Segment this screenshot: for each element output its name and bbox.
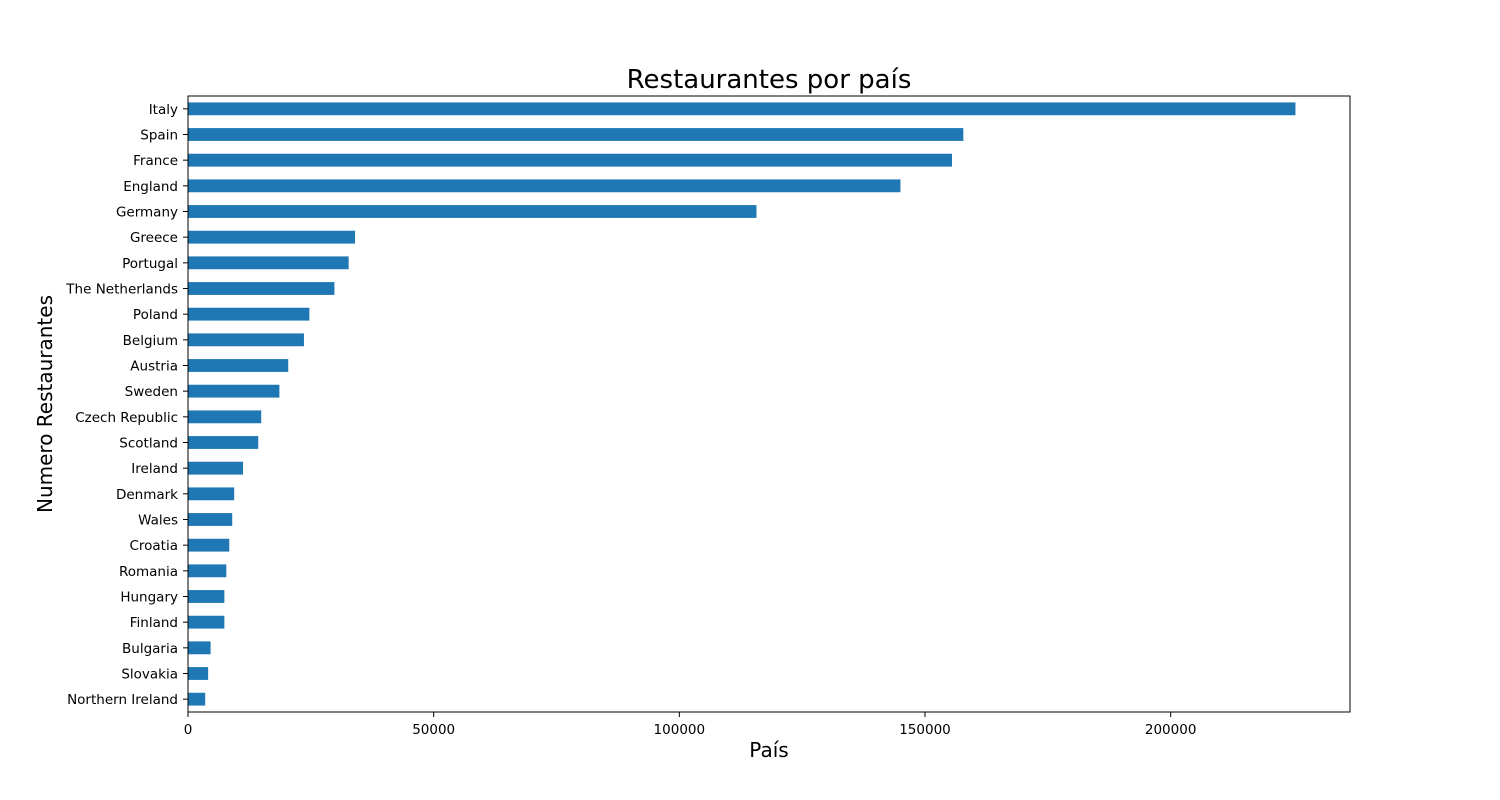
bar-spain — [188, 128, 964, 141]
bar-france — [188, 153, 953, 167]
y-tick-label-slovakia: Slovakia — [121, 667, 178, 683]
y-tick-label-greece: Greece — [130, 230, 178, 246]
y-tick-label-wales: Wales — [138, 513, 178, 529]
y-tick-label-poland: Poland — [133, 307, 178, 323]
bar-england — [188, 179, 901, 193]
bar-romania — [188, 564, 227, 578]
bar-the-netherlands — [188, 282, 335, 295]
x-axis-ticks: 0 50000 100000 150000 200000 — [184, 712, 1197, 738]
y-tick-label-italy: Italy — [149, 102, 178, 118]
y-tick-label-ireland: Ireland — [131, 461, 178, 477]
bars-group — [188, 102, 1296, 706]
y-tick-label-denmark: Denmark — [116, 487, 178, 503]
bar-scotland — [188, 436, 259, 449]
y-tick-label-england: England — [123, 179, 178, 195]
y-tick-label-czech-republic: Czech Republic — [75, 410, 178, 426]
y-tick-label-romania: Romania — [119, 564, 178, 580]
y-tick-label-bulgaria: Bulgaria — [122, 641, 178, 657]
bar-greece — [188, 230, 356, 244]
y-tick-label-austria: Austria — [130, 359, 178, 375]
bar-austria — [188, 359, 289, 372]
plot-area-frame — [187, 95, 1351, 713]
y-tick-label-spain: Spain — [140, 128, 178, 144]
x-tick-label: 200000 — [1145, 722, 1197, 738]
y-tick-label-portugal: Portugal — [122, 256, 178, 272]
x-tick-label: 50000 — [412, 722, 455, 738]
y-axis-ticks: Italy Spain France England Germany Greece Port… — [65, 102, 188, 708]
bar-slovakia — [188, 667, 209, 680]
y-tick-label-the-netherlands: The Netherlands — [65, 282, 178, 298]
x-axis-label: País — [749, 738, 788, 762]
bar-germany — [188, 205, 757, 218]
y-tick-label-scotland: Scotland — [119, 436, 178, 452]
bar-portugal — [188, 256, 349, 270]
x-tick-label: 0 — [184, 722, 193, 738]
chart-title: Restaurantes por país — [627, 65, 912, 95]
bar-poland — [188, 307, 310, 321]
x-tick-label: 100000 — [654, 722, 706, 738]
y-tick-label-france: France — [133, 153, 178, 169]
bar-hungary — [188, 590, 225, 603]
y-axis-label: Numero Restaurantes — [33, 295, 57, 513]
x-tick-label: 150000 — [899, 722, 951, 738]
y-tick-label-belgium: Belgium — [123, 333, 178, 349]
y-tick-label-hungary: Hungary — [120, 590, 178, 606]
bar-wales — [188, 513, 233, 526]
bar-northern-ireland — [188, 692, 206, 706]
bar-croatia — [188, 538, 230, 552]
y-tick-label-sweden: Sweden — [125, 384, 178, 400]
bar-italy — [188, 102, 1296, 116]
bar-denmark — [188, 487, 235, 501]
bar-finland — [188, 615, 225, 629]
bar-bulgaria — [188, 641, 211, 655]
bar-ireland — [188, 461, 244, 475]
y-tick-label-germany: Germany — [116, 205, 178, 221]
y-tick-label-finland: Finland — [130, 615, 178, 631]
bar-belgium — [188, 333, 304, 347]
y-tick-label-croatia: Croatia — [129, 538, 178, 554]
y-tick-label-northern-ireland: Northern Ireland — [67, 692, 178, 708]
bar-sweden — [188, 384, 280, 398]
bar-czech-republic — [188, 410, 262, 424]
